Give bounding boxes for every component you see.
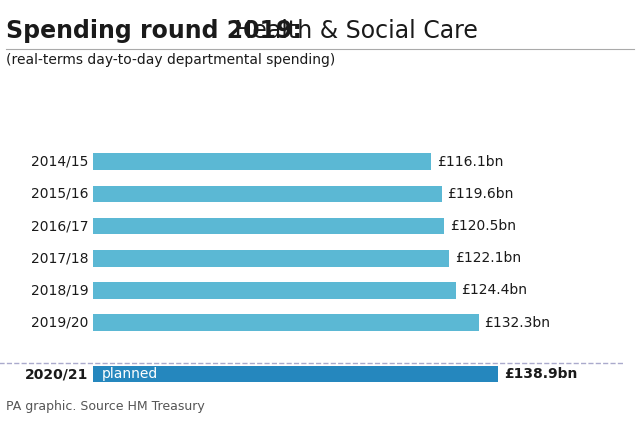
Text: Health & Social Care: Health & Social Care	[227, 19, 478, 43]
Text: 2017/18: 2017/18	[31, 251, 88, 265]
Text: £132.3bn: £132.3bn	[484, 315, 550, 329]
Bar	[93, 153, 431, 170]
Bar	[93, 186, 442, 202]
Text: 2020/21: 2020/21	[25, 367, 88, 381]
Text: (real-terms day-to-day departmental spending): (real-terms day-to-day departmental spen…	[6, 53, 335, 67]
Text: 2019/20: 2019/20	[31, 315, 88, 329]
Text: £138.9bn: £138.9bn	[504, 367, 577, 381]
Text: £120.5bn: £120.5bn	[450, 219, 516, 233]
Text: Spending round 2019:: Spending round 2019:	[6, 19, 302, 43]
Text: planned: planned	[102, 367, 158, 381]
Bar	[93, 365, 498, 382]
Text: £116.1bn: £116.1bn	[437, 155, 504, 169]
Bar	[93, 314, 479, 331]
Bar	[93, 218, 444, 234]
Text: £124.4bn: £124.4bn	[461, 283, 527, 297]
Text: £119.6bn: £119.6bn	[447, 187, 514, 201]
Text: £122.1bn: £122.1bn	[455, 251, 521, 265]
Text: 2018/19: 2018/19	[31, 283, 88, 297]
Text: PA graphic. Source HM Treasury: PA graphic. Source HM Treasury	[6, 400, 205, 413]
Text: 2014/15: 2014/15	[31, 155, 88, 169]
Bar	[93, 282, 456, 299]
Text: 2015/16: 2015/16	[31, 187, 88, 201]
Text: 2016/17: 2016/17	[31, 219, 88, 233]
Bar	[93, 250, 449, 267]
